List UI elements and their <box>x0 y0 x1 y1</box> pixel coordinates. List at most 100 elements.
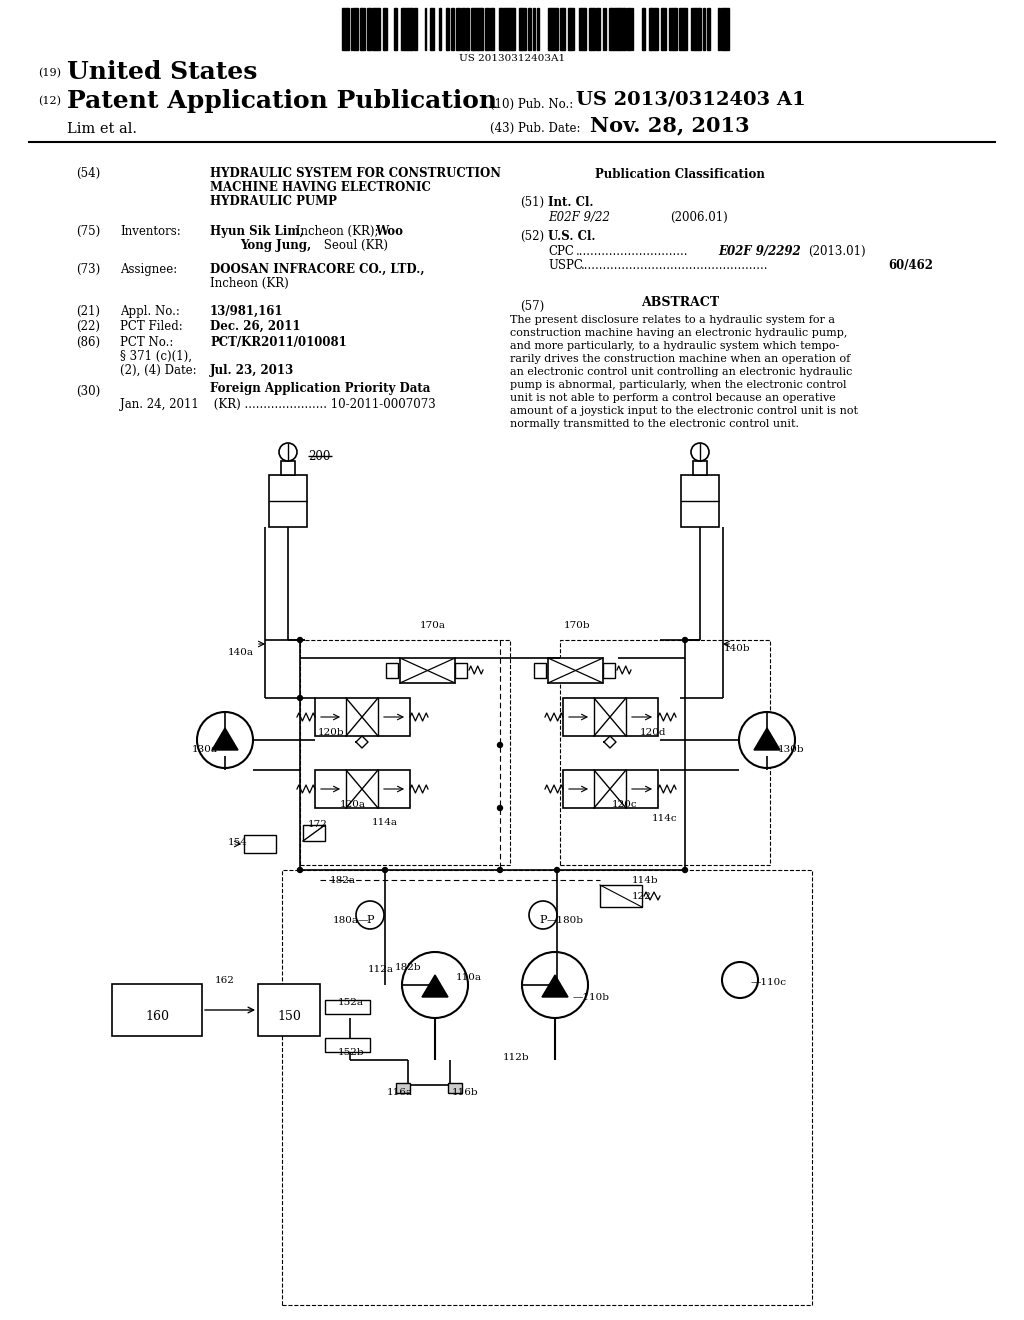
Bar <box>258 983 319 1036</box>
Bar <box>414 8 417 50</box>
Text: 112b: 112b <box>503 1053 529 1063</box>
Text: rarily drives the construction machine when an operation of: rarily drives the construction machine w… <box>510 354 850 364</box>
Text: Incheon (KR): Incheon (KR) <box>210 277 289 290</box>
Circle shape <box>529 902 557 929</box>
Circle shape <box>683 867 687 873</box>
Text: 116b: 116b <box>452 1088 478 1097</box>
Text: 170a: 170a <box>420 620 446 630</box>
Text: (10) Pub. No.:: (10) Pub. No.: <box>490 98 573 111</box>
Bar <box>725 8 729 50</box>
Bar <box>554 8 557 50</box>
Text: PCT Filed:: PCT Filed: <box>120 319 182 333</box>
Text: 170b: 170b <box>564 620 591 630</box>
Bar <box>401 8 404 50</box>
Text: and more particularly, to a hydraulic system which tempo-: and more particularly, to a hydraulic sy… <box>510 341 840 351</box>
Circle shape <box>722 962 758 998</box>
Text: Yong Jung,: Yong Jung, <box>240 239 311 252</box>
Text: 140a: 140a <box>228 648 254 657</box>
Text: Seoul (KR): Seoul (KR) <box>319 239 388 252</box>
Bar <box>681 475 719 527</box>
Text: The present disclosure relates to a hydraulic system for a: The present disclosure relates to a hydr… <box>510 315 835 325</box>
Bar <box>451 8 454 50</box>
Circle shape <box>298 867 302 873</box>
Bar <box>367 8 369 50</box>
Text: US 2013/0312403 A1: US 2013/0312403 A1 <box>575 90 806 108</box>
Text: ABSTRACT: ABSTRACT <box>641 296 719 309</box>
Bar <box>471 8 473 50</box>
Bar <box>718 8 720 50</box>
Text: —110c: —110c <box>751 978 787 987</box>
Text: E02F 9/2292: E02F 9/2292 <box>718 246 801 257</box>
Circle shape <box>498 742 503 747</box>
Bar <box>597 8 600 50</box>
Bar <box>571 8 574 50</box>
Text: unit is not able to perform a control because an operative: unit is not able to perform a control be… <box>510 393 836 403</box>
Text: MACHINE HAVING ELECTRONIC: MACHINE HAVING ELECTRONIC <box>210 181 431 194</box>
Bar <box>461 8 465 50</box>
Bar <box>396 1082 410 1093</box>
Bar <box>675 8 677 50</box>
Bar <box>480 8 482 50</box>
Text: Jan. 24, 2011    (KR) ...................... 10-2011-0007073: Jan. 24, 2011 (KR) .....................… <box>120 399 436 411</box>
Text: 154: 154 <box>228 838 248 847</box>
Text: Inventors:: Inventors: <box>120 224 181 238</box>
Bar <box>707 8 710 50</box>
Bar <box>548 657 603 682</box>
Bar <box>651 8 655 50</box>
Circle shape <box>555 867 559 873</box>
Text: 120b: 120b <box>318 729 345 737</box>
Bar <box>615 8 617 50</box>
Bar <box>669 8 673 50</box>
Text: 112a: 112a <box>368 965 394 974</box>
Bar <box>693 461 707 475</box>
Text: Assignee:: Assignee: <box>120 263 177 276</box>
Text: E02F 9/22: E02F 9/22 <box>548 211 610 224</box>
Bar <box>548 8 551 50</box>
Circle shape <box>298 638 302 643</box>
Bar <box>552 8 554 50</box>
Text: 172: 172 <box>308 820 328 829</box>
Text: 120d: 120d <box>640 729 667 737</box>
Bar <box>655 8 658 50</box>
Text: Incheon (KR);: Incheon (KR); <box>292 224 382 238</box>
Circle shape <box>402 952 468 1018</box>
Bar <box>611 8 615 50</box>
Text: 13/981,161: 13/981,161 <box>210 305 284 318</box>
Text: Foreign Application Priority Data: Foreign Application Priority Data <box>210 381 430 395</box>
Circle shape <box>691 444 709 461</box>
Text: 122: 122 <box>632 892 652 902</box>
Bar <box>569 8 571 50</box>
Text: 200: 200 <box>308 450 331 463</box>
Bar <box>384 8 386 50</box>
Circle shape <box>279 444 297 461</box>
Text: (86): (86) <box>76 337 100 348</box>
Text: (57): (57) <box>520 300 544 313</box>
Text: 140b: 140b <box>724 644 751 653</box>
Text: (30): (30) <box>76 385 100 399</box>
Text: Appl. No.:: Appl. No.: <box>120 305 180 318</box>
Bar <box>589 8 591 50</box>
Bar <box>269 475 307 527</box>
Text: PCT No.:: PCT No.: <box>120 337 173 348</box>
Text: HYDRAULIC SYSTEM FOR CONSTRUCTION: HYDRAULIC SYSTEM FOR CONSTRUCTION <box>210 168 501 180</box>
Bar <box>581 8 584 50</box>
Bar <box>681 8 684 50</box>
Circle shape <box>683 638 687 643</box>
Bar <box>560 640 770 865</box>
Circle shape <box>383 867 387 873</box>
Text: 120a: 120a <box>340 800 366 809</box>
Text: Woo: Woo <box>375 224 403 238</box>
Text: (19): (19) <box>38 69 61 78</box>
Text: 60/462: 60/462 <box>888 259 933 272</box>
Text: an electronic control unit controlling an electronic hydraulic: an electronic control unit controlling a… <box>510 367 852 378</box>
Bar <box>534 663 546 678</box>
Text: 114b: 114b <box>632 876 658 884</box>
Text: (21): (21) <box>76 305 100 318</box>
Text: (73): (73) <box>76 263 100 276</box>
Text: pump is abnormal, particularly, when the electronic control: pump is abnormal, particularly, when the… <box>510 380 847 389</box>
Bar <box>303 825 325 841</box>
Text: Patent Application Publication: Patent Application Publication <box>67 88 497 114</box>
Text: 182b: 182b <box>395 964 422 972</box>
Text: 162: 162 <box>215 975 234 985</box>
Bar <box>505 8 507 50</box>
